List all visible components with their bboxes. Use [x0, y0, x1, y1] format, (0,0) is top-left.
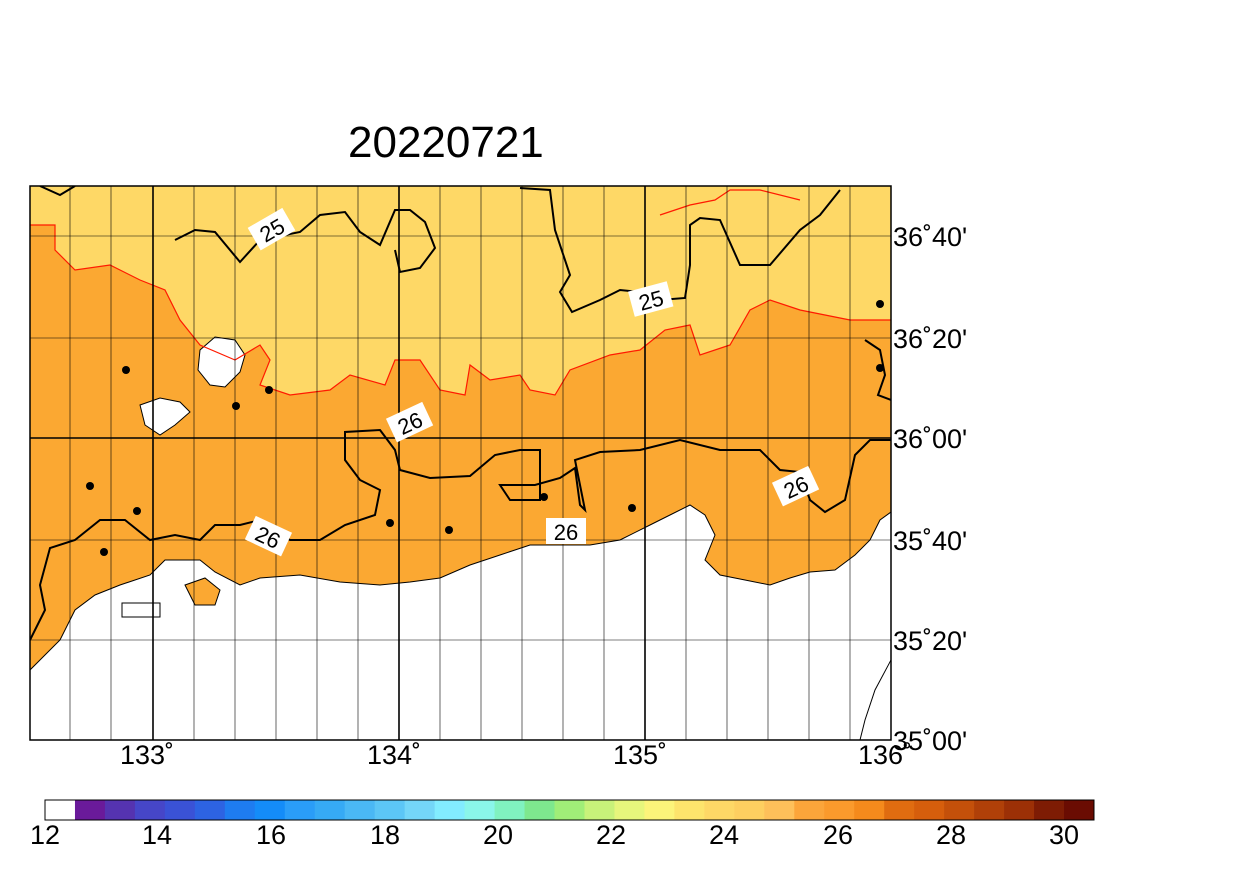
colorbar-tick-label: 18 — [370, 820, 401, 850]
colorbar-swatch — [854, 800, 885, 820]
station-dot — [386, 519, 394, 527]
coastline-east — [859, 659, 891, 740]
station-dot — [876, 364, 884, 372]
station-dot — [265, 386, 273, 394]
colorbar-swatch — [74, 800, 106, 820]
colorbar-swatch — [434, 800, 466, 820]
colorbar-tick-label: 30 — [1049, 820, 1080, 850]
island — [121, 602, 161, 618]
contour-black — [30, 428, 891, 641]
contour-label-25b: 25 — [628, 281, 674, 317]
colorbar-tick-label: 12 — [30, 820, 61, 850]
map-title: 20220721 — [348, 118, 544, 167]
lat-label: 35˚00' — [893, 726, 968, 756]
colorbar-tick-label: 28 — [936, 820, 967, 850]
sea-region — [30, 504, 891, 740]
map-frame — [29, 185, 892, 741]
colorbar-tick-label: 26 — [823, 820, 854, 850]
colorbar-swatch — [944, 800, 975, 820]
colorbar-tick-label: 20 — [483, 820, 514, 850]
lon-label: 133˚ — [120, 740, 175, 770]
colorbar-swatch — [824, 800, 855, 820]
colorbar-swatch — [524, 800, 556, 820]
colorbar-swatch — [134, 800, 166, 820]
contour-red — [659, 189, 801, 216]
colorbar-swatch — [644, 800, 675, 820]
colorbar-swatch — [1034, 800, 1065, 820]
station-dot — [876, 300, 884, 308]
colorbar-swatch — [344, 800, 376, 820]
colorbar-swatch — [164, 800, 196, 820]
colorbar-swatch — [194, 800, 226, 820]
colorbar-tick-label: 14 — [142, 820, 173, 850]
colorbar-swatch — [45, 800, 76, 820]
lon-label: 135˚ — [613, 740, 668, 770]
colorbar — [44, 799, 1095, 821]
colorbar-border — [44, 799, 1095, 821]
station-dot — [540, 493, 548, 501]
lat-label: 36˚40' — [893, 222, 968, 252]
colorbar-swatch — [404, 800, 436, 820]
colorbar-swatch — [374, 800, 406, 820]
stations — [86, 300, 884, 556]
colorbar-swatch — [794, 800, 825, 820]
contour-black — [864, 339, 891, 401]
colorbar-swatch — [284, 800, 316, 820]
contour-label-26c: 26 — [546, 518, 586, 545]
colorbar-swatch — [464, 800, 496, 820]
colorbar-swatch — [224, 800, 256, 820]
lat-label: 36˚00' — [893, 424, 968, 454]
colorbar-swatch — [674, 800, 705, 820]
station-dot — [122, 366, 130, 374]
colorbar-swatch — [614, 800, 645, 820]
contour-label-26d: 26 — [771, 465, 820, 507]
colorbar-swatch — [764, 800, 795, 820]
colorbar-swatch — [254, 800, 286, 820]
lon-label: 134˚ — [367, 740, 422, 770]
colorbar-tick-label: 24 — [709, 820, 740, 850]
colorbar-swatch — [914, 800, 945, 820]
colorbar-swatch — [554, 800, 585, 820]
colorbar-swatch — [1004, 800, 1035, 820]
lat-label: 35˚20' — [893, 626, 968, 656]
station-dot — [628, 504, 636, 512]
station-dot — [445, 526, 453, 534]
station-dot — [100, 548, 108, 556]
contour-red — [30, 224, 891, 396]
colorbar-swatch — [314, 800, 346, 820]
lat-label: 36˚20' — [893, 324, 968, 354]
colorbar-tick-label: 22 — [596, 820, 627, 850]
colorbar-swatch — [884, 800, 915, 820]
station-dot — [133, 507, 141, 515]
lat-label: 35˚40' — [893, 526, 968, 556]
colorbar-swatch — [1064, 800, 1095, 820]
colorbar-swatch — [104, 800, 136, 820]
colorbar-tick-label: 16 — [256, 820, 287, 850]
station-dot — [86, 482, 94, 490]
colorbar-swatch — [584, 800, 615, 820]
station-dot — [232, 402, 240, 410]
colorbar-swatch — [974, 800, 1005, 820]
colorbar-swatch — [494, 800, 526, 820]
contour-label-text: 26 — [554, 520, 578, 545]
temperature-field — [30, 186, 891, 740]
colorbar-swatch — [704, 800, 735, 820]
colorbar-swatch — [734, 800, 765, 820]
graticule — [30, 186, 891, 740]
graticule-major — [30, 186, 891, 740]
lon-label: 136˚ — [858, 740, 913, 770]
